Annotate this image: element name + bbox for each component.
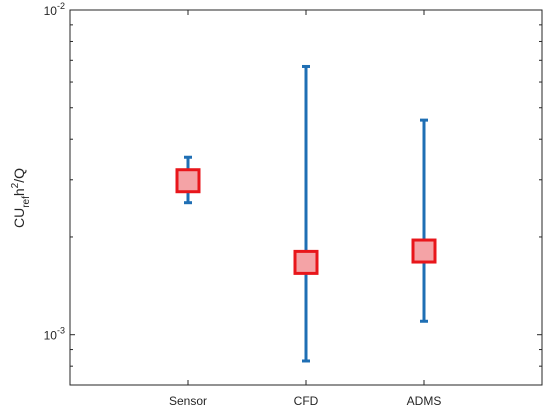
x-tick-label-cfd: CFD	[294, 394, 319, 408]
y-axis-title-base: CU	[11, 208, 27, 228]
x-tick-label-sensor: Sensor	[169, 394, 207, 408]
x-tick-label-adms: ADMS	[407, 394, 442, 408]
point-adms	[411, 118, 437, 323]
y-tick-label: 10-3	[44, 326, 65, 343]
y-tick-label: 10-2	[44, 1, 65, 18]
y-tick-label-base: 10	[44, 329, 58, 343]
y-axis-title-tail: /Q	[11, 168, 27, 183]
y-axis-title-sup: 2	[10, 182, 21, 188]
marker-square	[293, 249, 319, 275]
marker-square	[175, 168, 201, 194]
y-axis-title: CUrefh2/Q	[10, 168, 32, 228]
y-tick-label-exponent: -2	[57, 1, 65, 11]
series-layer	[175, 64, 437, 363]
y-axis-title-sub: ref	[21, 196, 32, 208]
y-axis-title-mid: h	[11, 188, 27, 196]
point-cfd	[293, 64, 319, 363]
point-sensor	[175, 155, 201, 205]
marker-square	[411, 238, 437, 264]
y-tick-label-exponent: -3	[57, 326, 65, 336]
y-tick-label-base: 10	[44, 4, 58, 18]
